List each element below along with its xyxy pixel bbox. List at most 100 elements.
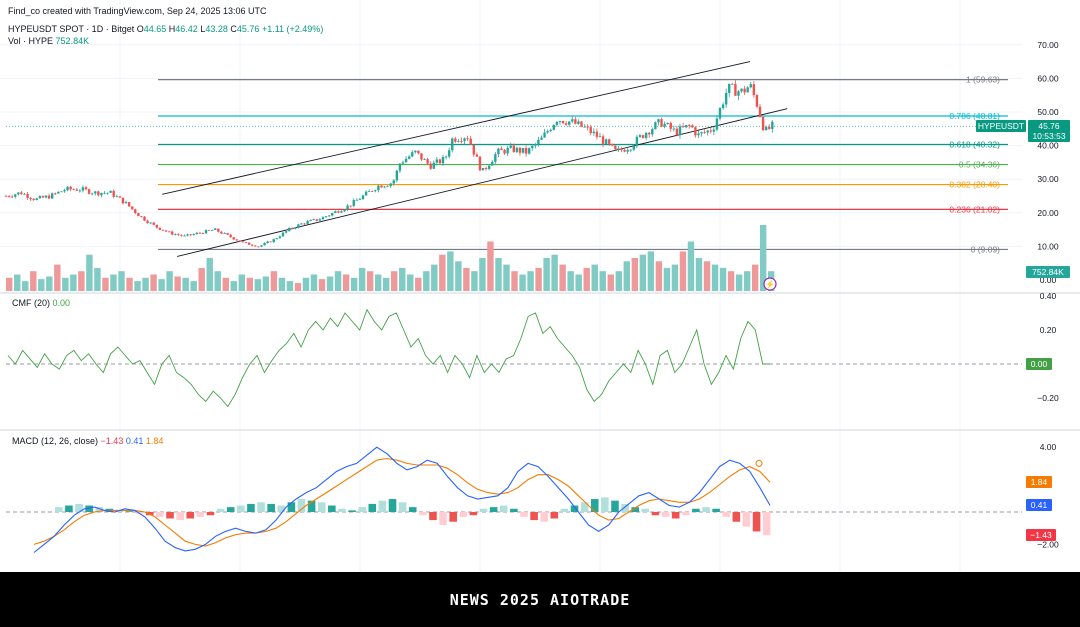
candle-body (684, 125, 688, 128)
candle-body (512, 145, 516, 152)
candle-body (629, 149, 632, 151)
macd-histogram-bar (196, 512, 205, 517)
hist-badge-text: −1.43 (1030, 530, 1052, 540)
volume-bar (391, 271, 398, 291)
volume-bar (262, 276, 270, 291)
candle-body (515, 147, 519, 152)
candle-body (303, 223, 306, 225)
candle-body (451, 138, 454, 151)
macd-histogram-bar (712, 508, 720, 512)
candle-body (364, 191, 368, 196)
candle-body (666, 122, 669, 124)
candle-body (297, 224, 300, 228)
candle-body (503, 150, 506, 154)
volume-bar (366, 271, 374, 291)
volume-bar (270, 271, 278, 291)
candle-body (23, 193, 26, 195)
cmf-tick-label: 0.40 (1040, 291, 1057, 301)
macd-histogram-bar (257, 502, 265, 512)
volume-bar (166, 271, 173, 291)
candle-body (457, 141, 460, 142)
candle-body (103, 192, 106, 194)
candle-body (614, 145, 617, 150)
candle-body (768, 127, 771, 129)
candle-body (531, 145, 534, 149)
volume-bar (559, 264, 566, 291)
candle-body (537, 139, 540, 145)
candle-body (109, 190, 112, 193)
macd-header: MACD (12, 26, close) −1.43 0.41 1.84 (12, 436, 163, 446)
volume-bar (238, 274, 246, 291)
macd-histogram-bar (247, 503, 255, 512)
macd-histogram-bar (156, 512, 164, 517)
candle-body (223, 233, 226, 234)
macd-signal-line (33, 457, 771, 547)
candle-body (238, 240, 242, 242)
candle-body (14, 194, 17, 197)
volume-bar (6, 277, 13, 291)
macd-histogram-bar (267, 503, 275, 512)
candle-body (84, 187, 88, 190)
candle-body (337, 211, 340, 213)
macd-histogram-bar (429, 512, 437, 521)
candle-body (681, 126, 685, 128)
volume-bar (647, 251, 655, 291)
candle-body (534, 144, 537, 146)
volume-bar (543, 258, 550, 291)
candle-body (35, 198, 38, 200)
volume-bar (759, 225, 767, 291)
volume-bar (727, 271, 735, 291)
candle-body (152, 222, 155, 225)
price-badge-text: 45.76 (1038, 121, 1060, 131)
volume-bar (463, 267, 470, 291)
candle-body (466, 138, 469, 140)
symbol-header: HYPEUSDT SPOT · 1D · Bitget O44.65 H46.4… (8, 24, 324, 34)
candle-body (694, 127, 697, 136)
volume-bar (22, 281, 29, 291)
macd-histogram-bar (216, 508, 225, 512)
candle-body (484, 168, 488, 169)
candle-body (352, 200, 355, 206)
candle-body (140, 216, 143, 217)
candle-body (703, 132, 706, 134)
candle-body (81, 187, 85, 191)
candle-body (731, 83, 734, 85)
candle-body (358, 199, 362, 200)
candle-body (583, 126, 586, 128)
macd-badge-bg (1026, 499, 1052, 511)
candle-body (494, 154, 497, 162)
volume-bar (86, 254, 93, 291)
price-tick-label: 60.00 (1037, 73, 1059, 83)
macd-histogram-bar (530, 512, 538, 521)
macd-histogram-bar (540, 512, 548, 522)
macd-histogram-bar (338, 508, 346, 512)
macd-histogram-bar (449, 512, 457, 522)
candle-body (764, 127, 768, 131)
candle-body (407, 156, 411, 159)
cmf-line (7, 308, 770, 408)
candle-body (331, 213, 334, 216)
volume-bar (719, 267, 727, 291)
candle-body (706, 130, 709, 133)
candle-body (746, 87, 749, 93)
macd-histogram-bar (378, 500, 387, 512)
candle-body (626, 150, 629, 152)
candle-body (386, 185, 389, 187)
macd-histogram-bar (176, 512, 184, 521)
candle-body (158, 227, 162, 230)
macd-cross-marker (755, 459, 763, 467)
candle-body (623, 150, 626, 152)
volume-bar (519, 274, 526, 291)
candle-body (743, 88, 746, 93)
volume-bar (495, 258, 502, 291)
candle-body (411, 152, 414, 157)
signal-badge-text: 1.84 (1031, 477, 1048, 487)
channel-lower-line (177, 108, 788, 257)
candle-body (164, 230, 168, 232)
candle-body (57, 191, 60, 194)
price-tick-label: 10.00 (1037, 241, 1059, 251)
macd-histogram-bar (651, 512, 660, 516)
candle-body (309, 219, 312, 222)
volume-bar (751, 264, 759, 291)
macd-histogram-bar (388, 499, 397, 512)
